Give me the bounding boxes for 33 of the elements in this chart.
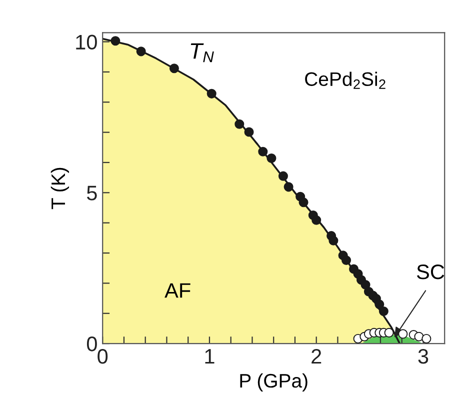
point (342, 256, 352, 266)
point (136, 46, 146, 56)
y-tick-label: 5 (86, 186, 97, 200)
point (278, 171, 288, 181)
annotation: CePd$_{2}$Si$_{2}$ (305, 72, 386, 89)
point (422, 334, 432, 344)
annotation: T$_{N}$ (190, 43, 214, 62)
point (328, 236, 338, 246)
point (384, 328, 394, 338)
x-tick-label: 2 (312, 348, 322, 364)
y-axis-title: T (K) (50, 168, 70, 210)
point (258, 146, 268, 156)
point (266, 153, 276, 164)
x-tick-label: 3 (418, 348, 428, 364)
point (244, 127, 254, 137)
point (234, 119, 244, 129)
x-tick-label: 1 (205, 349, 214, 364)
annotation: SC (416, 264, 444, 280)
y-tick-label: 0 (86, 336, 97, 352)
point (374, 300, 384, 310)
point (206, 88, 216, 98)
point (110, 36, 120, 46)
point (298, 198, 308, 208)
y-tick-label: 10 (76, 34, 97, 50)
x-tick-label: 0 (98, 348, 108, 364)
point (378, 306, 388, 316)
point (284, 182, 294, 192)
point (398, 329, 408, 339)
point (414, 332, 424, 342)
annotation: AF (164, 283, 190, 298)
point (312, 215, 322, 225)
x-axis-title: P (GPa) (240, 373, 308, 392)
point (169, 64, 179, 74)
